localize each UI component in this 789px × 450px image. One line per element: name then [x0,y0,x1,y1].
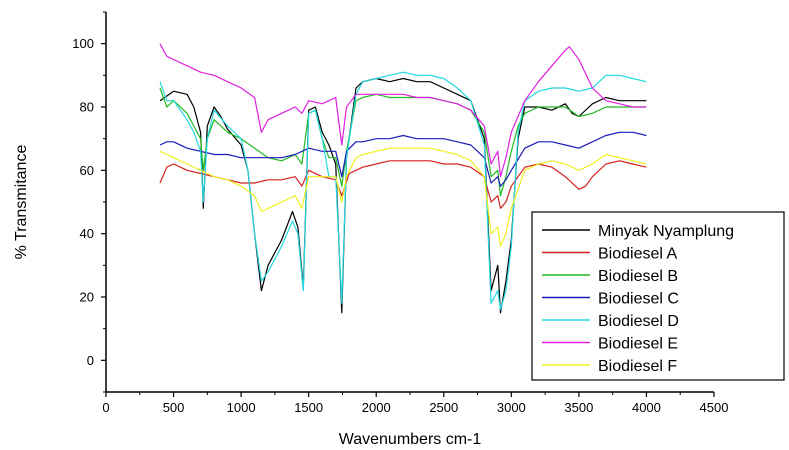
x-tick-label: 3000 [497,400,526,415]
legend-label: Biodiesel C [598,291,679,308]
x-axis-title: Wavenumbers cm-1 [339,431,482,448]
legend-label: Biodiesel B [598,268,678,285]
y-tick-label: 40 [80,226,94,241]
x-tick-label: 500 [163,400,185,415]
legend-label: Biodiesel F [598,358,677,375]
y-tick-label: 60 [80,163,94,178]
y-tick-label: 80 [80,100,94,115]
legend-label: Biodiesel E [598,336,678,353]
y-tick-label: 0 [87,353,94,368]
legend-label: Biodiesel A [598,246,677,263]
y-axis-title: % Transmitance [13,145,30,260]
x-tick-label: 0 [102,400,109,415]
legend-label: Minyak Nyamplung [598,223,734,240]
legend: Minyak Nyamplung Biodiesel A Biodiesel B Bi… [531,211,785,381]
series-line-1 [159,160,647,209]
x-tick-label: 2500 [429,400,458,415]
series-layer [159,43,647,314]
x-tick-label: 1000 [227,400,256,415]
y-tick-label: 100 [72,36,94,51]
series-line-5 [159,43,647,178]
legend-label: Biodiesel D [598,313,679,330]
x-tick-label: 2000 [362,400,391,415]
series-line-6 [159,147,647,247]
x-tick-label: 3500 [564,400,593,415]
x-tick-label: 1500 [294,400,323,415]
y-ticks: 0 20 40 60 80 100 [72,11,106,393]
legend-box [531,211,785,381]
x-tick-label: 4000 [632,400,661,415]
series-line-3 [159,131,647,187]
x-tick-label: 4500 [700,400,729,415]
series-line-2 [159,87,647,197]
x-ticks: 0 500 1000 1500 2000 2500 3000 3500 4000 4500 [102,392,728,415]
y-tick-label: 20 [80,290,94,305]
